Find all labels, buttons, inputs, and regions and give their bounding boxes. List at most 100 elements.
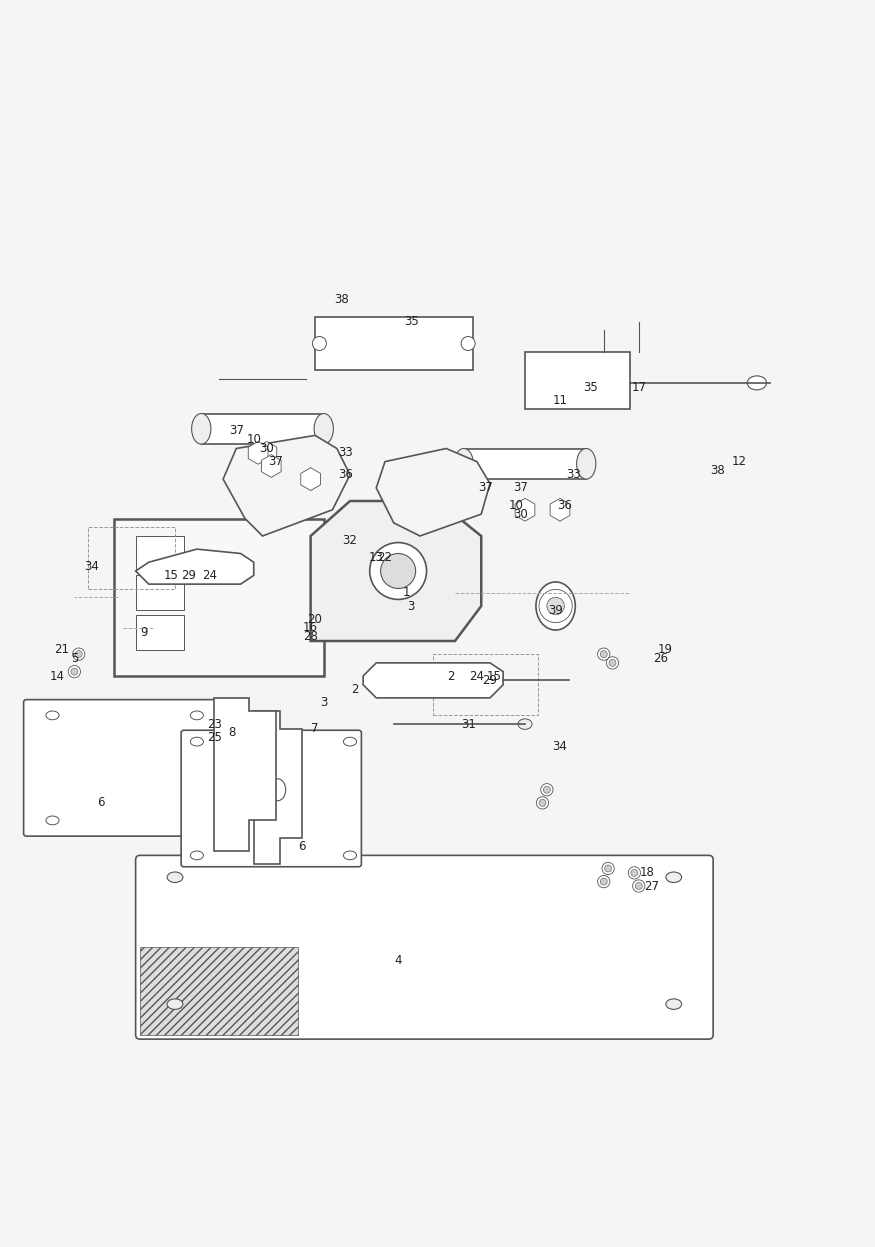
Text: 24: 24	[202, 569, 218, 582]
Text: 3: 3	[320, 696, 327, 708]
Text: 21: 21	[53, 643, 69, 656]
Ellipse shape	[192, 414, 211, 444]
Ellipse shape	[600, 878, 607, 885]
Ellipse shape	[600, 651, 607, 657]
Ellipse shape	[46, 711, 60, 720]
Text: 10: 10	[247, 433, 262, 446]
Text: 37: 37	[229, 424, 244, 438]
Polygon shape	[136, 549, 254, 584]
Text: 20: 20	[308, 612, 323, 626]
Text: 6: 6	[97, 797, 104, 809]
Text: 37: 37	[513, 481, 528, 494]
Ellipse shape	[635, 883, 642, 889]
Ellipse shape	[541, 783, 553, 796]
Polygon shape	[515, 499, 535, 521]
Text: 23: 23	[207, 717, 222, 731]
Text: 9: 9	[141, 626, 148, 638]
Text: 6: 6	[298, 840, 305, 853]
Ellipse shape	[605, 865, 612, 872]
Bar	[140, 948, 298, 1035]
Polygon shape	[262, 455, 281, 478]
Text: 33: 33	[339, 446, 353, 459]
Ellipse shape	[370, 542, 427, 600]
Ellipse shape	[536, 797, 549, 809]
Text: 24: 24	[469, 670, 485, 682]
Ellipse shape	[577, 449, 596, 479]
Bar	[315, 317, 473, 370]
Text: 32: 32	[343, 534, 358, 547]
Ellipse shape	[381, 554, 416, 589]
Ellipse shape	[547, 597, 564, 615]
Text: 37: 37	[479, 481, 494, 494]
Text: 33: 33	[566, 469, 580, 481]
Text: 25: 25	[207, 731, 222, 743]
Ellipse shape	[747, 375, 766, 390]
Polygon shape	[301, 468, 320, 490]
Ellipse shape	[191, 737, 203, 746]
Text: 36: 36	[338, 469, 354, 481]
Text: 34: 34	[84, 560, 100, 574]
FancyBboxPatch shape	[24, 700, 221, 837]
Ellipse shape	[68, 666, 80, 678]
Ellipse shape	[75, 651, 82, 657]
Bar	[136, 575, 184, 610]
Polygon shape	[376, 449, 490, 536]
Ellipse shape	[270, 779, 285, 801]
Bar	[433, 655, 538, 716]
Ellipse shape	[191, 850, 203, 859]
Text: 31: 31	[461, 717, 476, 731]
Text: 2: 2	[351, 682, 358, 696]
Text: 3: 3	[408, 600, 415, 612]
Text: 39: 39	[548, 604, 564, 617]
Text: 30: 30	[514, 508, 528, 521]
Ellipse shape	[602, 863, 614, 874]
Ellipse shape	[314, 414, 333, 444]
Ellipse shape	[628, 867, 640, 879]
Polygon shape	[254, 711, 302, 864]
Ellipse shape	[73, 648, 85, 660]
Text: 5: 5	[71, 652, 78, 665]
Text: 19: 19	[657, 643, 673, 656]
Text: 29: 29	[180, 569, 196, 582]
Bar	[88, 527, 175, 589]
Ellipse shape	[666, 999, 682, 1009]
Text: 29: 29	[482, 673, 498, 687]
Text: 14: 14	[49, 670, 65, 682]
Text: 11: 11	[552, 394, 568, 407]
Polygon shape	[114, 519, 324, 676]
FancyBboxPatch shape	[136, 855, 713, 1039]
Text: 34: 34	[553, 739, 568, 752]
FancyBboxPatch shape	[181, 731, 361, 867]
Text: 4: 4	[395, 954, 402, 966]
Text: 36: 36	[557, 499, 572, 511]
Ellipse shape	[631, 869, 638, 877]
Text: 7: 7	[312, 722, 318, 734]
Ellipse shape	[461, 337, 475, 350]
Text: 22: 22	[377, 551, 393, 565]
Text: 30: 30	[260, 441, 274, 455]
Text: 18: 18	[640, 867, 654, 879]
Ellipse shape	[167, 999, 183, 1009]
Text: 26: 26	[653, 652, 668, 665]
Ellipse shape	[543, 787, 550, 793]
Text: 1: 1	[403, 586, 410, 600]
Text: 13: 13	[369, 551, 384, 565]
Polygon shape	[257, 441, 276, 464]
Bar	[136, 615, 184, 650]
Ellipse shape	[536, 582, 576, 630]
Ellipse shape	[71, 668, 78, 675]
Text: 27: 27	[644, 879, 660, 893]
Text: 15: 15	[164, 569, 178, 582]
Text: 15: 15	[487, 670, 502, 682]
Text: 8: 8	[228, 726, 235, 739]
Bar	[525, 352, 630, 409]
Text: 2: 2	[447, 670, 454, 682]
Text: 16: 16	[303, 621, 318, 635]
Ellipse shape	[633, 880, 645, 892]
Ellipse shape	[539, 799, 546, 807]
Ellipse shape	[609, 660, 616, 666]
Polygon shape	[550, 499, 570, 521]
Ellipse shape	[46, 816, 60, 824]
Bar	[201, 414, 324, 444]
Ellipse shape	[518, 718, 532, 729]
